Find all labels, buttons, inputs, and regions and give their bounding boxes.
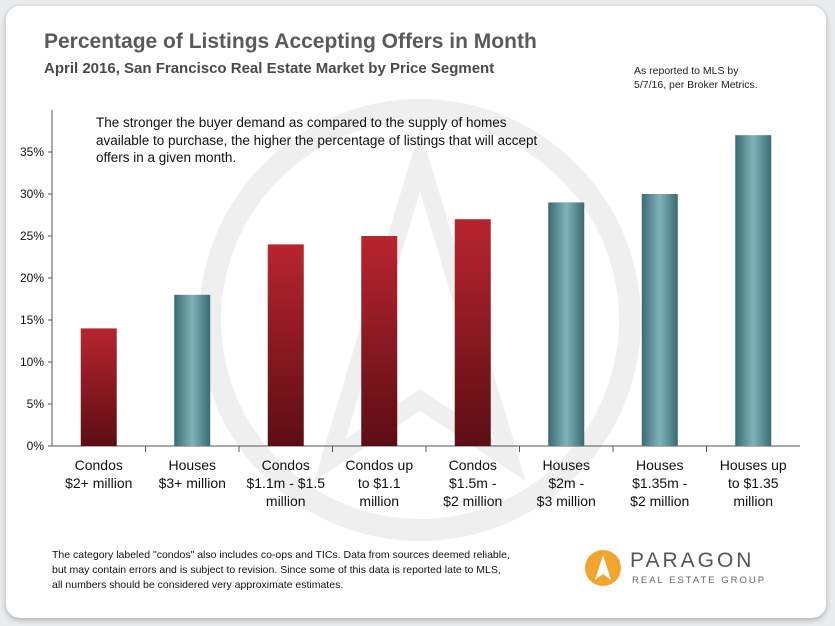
disclaimer-line-3: all numbers should be considered very ap… [52,579,344,591]
x-category-label: Houses [636,457,683,473]
source-note: As reported to MLS by 5/7/16, per Broker… [634,64,794,92]
x-category-label: $3 million [537,493,596,509]
brand-subtitle: REAL ESTATE GROUP [632,575,767,586]
disclaimer-line-1: The category labeled "condos" also inclu… [52,549,510,561]
x-category-label: $2 million [630,493,689,509]
disclaimer: The category labeled "condos" also inclu… [52,548,572,593]
bar-condo [267,244,304,446]
paragon-logo-icon [585,550,621,586]
bar-condo [80,328,117,446]
chart-subtitle: April 2016, San Francisco Real Estate Ma… [44,60,495,77]
x-category-label: Houses [543,457,590,473]
x-category-label: Condos [75,457,123,473]
x-category-label: $1.5m - [449,475,497,491]
x-category-label: to $1.35 [728,475,779,491]
x-category-label: to $1.1 [358,475,401,491]
chart-title: Percentage of Listings Accepting Offers … [44,30,537,53]
category-labels: Condos $2+ million Houses $3+ million Condos… [65,457,787,509]
source-line-2: 5/7/16, per Broker Metrics. [634,79,758,91]
disclaimer-line-2: but may contain errors and is subject to… [52,564,501,576]
x-category-label: Condos up [345,457,413,473]
bar-house [548,202,585,446]
y-tick-label: 25% [20,229,44,243]
x-category-label: $2 million [443,493,502,509]
x-category-label: $1.1m - $1.5 [246,475,325,491]
x-category-label: $2+ million [65,475,132,491]
y-tick-label: 20% [20,271,44,285]
y-tick-label: 10% [20,355,44,369]
x-category-label: million [733,493,773,509]
x-category-label: $3+ million [159,475,226,491]
x-category-label: $2m - [548,475,584,491]
brand-name: PARAGON [630,549,755,572]
x-category-label: Condos [262,457,310,473]
x-category-label: Condos [449,457,497,473]
x-category-label: Houses up [720,457,787,473]
y-tick-label: 15% [20,313,44,327]
y-tick-label: 30% [20,187,44,201]
x-category-label: million [266,493,306,509]
bar-condo [361,236,398,446]
bar-condo [454,219,491,446]
axes: 0% 5% 10% 15% 20% 25% 30% 35% [20,110,800,453]
y-tick-label: 0% [27,439,45,453]
bar-house [735,135,772,446]
x-category-label: Houses [169,457,216,473]
y-tick-label: 35% [20,145,44,159]
bar-house [641,194,678,446]
bars [80,135,772,446]
source-line-1: As reported to MLS by [634,65,739,77]
annotation-text: The stronger the buyer demand as compare… [96,115,538,165]
bar-house [174,294,211,446]
x-category-label: million [359,493,399,509]
y-tick-label: 5% [27,397,45,411]
x-category-label: $1.35m - [632,475,688,491]
